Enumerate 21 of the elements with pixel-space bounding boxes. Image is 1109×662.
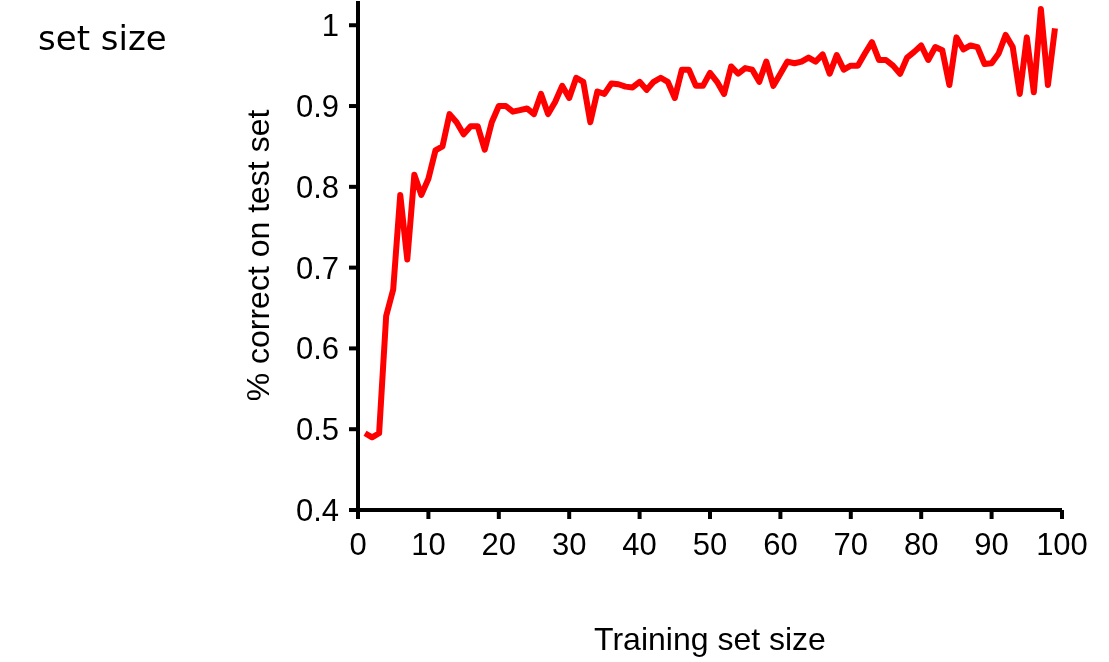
x-tick-label: 10 <box>411 527 446 563</box>
x-tick-label: 90 <box>974 527 1009 563</box>
y-tick-label: 0.6 <box>295 331 339 367</box>
x-tick-label: 20 <box>481 527 517 563</box>
x-axis-title: Training set size <box>594 621 826 657</box>
y-tick-label: 0.4 <box>295 493 339 529</box>
y-tick-label: 1 <box>321 8 339 44</box>
y-axis-title: % correct on test set <box>240 109 277 402</box>
text: set size <box>38 18 167 58</box>
x-tick-label: 60 <box>763 527 798 563</box>
y-tick-label: 0.7 <box>295 250 339 286</box>
x-tick-label: 100 <box>1036 527 1088 563</box>
x-tick-label: 50 <box>692 527 728 563</box>
x-tick-label: 0 <box>349 527 367 563</box>
x-tick-label: 30 <box>551 527 587 563</box>
y-tick-label: 0.9 <box>295 89 339 125</box>
y-tick-label: 0.8 <box>295 169 339 205</box>
x-tick-label: 70 <box>833 527 869 563</box>
x-tick-label: 80 <box>903 527 939 563</box>
y-tick-label: 0.5 <box>295 412 339 448</box>
x-tick-label: 40 <box>622 527 657 563</box>
